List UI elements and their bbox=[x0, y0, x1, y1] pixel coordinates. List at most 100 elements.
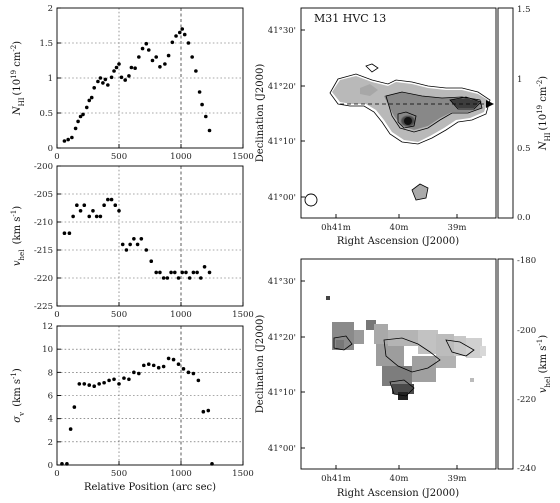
data-point-2-5 bbox=[82, 203, 87, 207]
cb1-tick-0: 1.5 bbox=[517, 5, 531, 15]
data-point-3-31 bbox=[210, 462, 214, 466]
data-point-2-20 bbox=[139, 237, 144, 241]
core-contour-east bbox=[449, 96, 482, 110]
data-point-1-32 bbox=[163, 62, 167, 66]
vel-contour-d bbox=[389, 379, 415, 397]
data-point-3-17 bbox=[142, 363, 146, 368]
data-point-2-36 bbox=[202, 265, 207, 269]
data-point-1-5 bbox=[78, 114, 83, 119]
data-point-3-20 bbox=[156, 365, 161, 370]
data-point-1-30 bbox=[154, 55, 158, 59]
data-point-2-14 bbox=[117, 209, 121, 213]
beam-circle bbox=[304, 193, 318, 207]
map1-ylabel: Declination (J2000) bbox=[255, 64, 266, 163]
data-point-2-17 bbox=[128, 242, 132, 247]
data-point-1-43 bbox=[200, 102, 204, 107]
data-point-2-2 bbox=[71, 214, 75, 219]
ytick-label-1-4: 2 bbox=[48, 4, 53, 14]
data-point-3-13 bbox=[122, 376, 126, 380]
data-point-1-18 bbox=[114, 65, 119, 70]
xtick-label-3-0: 0 bbox=[54, 469, 59, 479]
mid-contour bbox=[385, 91, 483, 133]
data-point-2-7 bbox=[91, 209, 95, 213]
data-point-1-17 bbox=[112, 69, 116, 73]
data-point-1-36 bbox=[177, 30, 182, 35]
data-point-3-14 bbox=[127, 377, 131, 382]
data-point-1-26 bbox=[140, 46, 145, 51]
xtick-label-3-2: 1000 bbox=[170, 469, 192, 479]
data-point-1-9 bbox=[89, 95, 94, 100]
data-point-2-11 bbox=[106, 197, 110, 202]
data-point-1-35 bbox=[174, 34, 178, 38]
data-point-3-7 bbox=[92, 384, 96, 389]
vel-contour-a bbox=[333, 335, 353, 351]
vel-contour-b bbox=[383, 337, 441, 373]
map1-ytick-1: 41°20' bbox=[268, 82, 296, 92]
map2-ytick-1: 41°20' bbox=[268, 333, 296, 343]
data-point-1-25 bbox=[137, 55, 141, 59]
data-point-1-8 bbox=[87, 98, 92, 103]
data-point-1-40 bbox=[190, 55, 194, 59]
data-point-3-25 bbox=[181, 367, 186, 371]
data-point-2-12 bbox=[109, 197, 114, 202]
panel-frame-2 bbox=[56, 165, 244, 307]
data-point-1-0 bbox=[62, 139, 67, 143]
data-point-1-21 bbox=[123, 78, 127, 82]
cb2-tick-0: -180 bbox=[517, 256, 536, 266]
xtick-label-1-2: 1000 bbox=[170, 152, 192, 162]
map2-ytick-0: 41°30' bbox=[268, 277, 296, 287]
outer-contour bbox=[329, 73, 491, 145]
xtick-label-2-2: 1000 bbox=[170, 310, 192, 320]
data-point-2-33 bbox=[191, 270, 196, 275]
map1-xtick-2: 39m bbox=[448, 223, 467, 233]
data-point-3-10 bbox=[107, 378, 111, 383]
data-point-3-21 bbox=[161, 364, 166, 369]
map2-xtick-2: 39m bbox=[448, 474, 467, 484]
map1-ytick-3: 41°00' bbox=[268, 193, 296, 203]
ytick-label-3-2: 4 bbox=[48, 415, 53, 425]
vel-contour-c bbox=[445, 339, 475, 357]
data-point-1-20 bbox=[119, 75, 124, 80]
data-point-3-12 bbox=[117, 382, 121, 386]
small-clump-contour bbox=[411, 183, 429, 201]
ylabel-panel-2: vhel (km s-1) bbox=[10, 206, 26, 266]
data-point-3-3 bbox=[72, 405, 77, 409]
data-point-1-3 bbox=[73, 126, 78, 131]
cloud-clump bbox=[360, 84, 378, 96]
data-point-1-33 bbox=[166, 53, 171, 58]
xtick-label-2-0: 0 bbox=[54, 310, 59, 320]
ytick-label-2-2: -210 bbox=[34, 218, 53, 228]
ytick-label-1-2: 1 bbox=[48, 74, 53, 84]
data-point-2-37 bbox=[207, 270, 212, 275]
map1-xlabel: Right Ascension (J2000) bbox=[337, 236, 459, 247]
cb2-tick-3: -240 bbox=[517, 464, 536, 474]
scatter-panel-3: 0 2 4 6 8 10 12 0 500 1000 1500 σv (km s-1) Relative… bbox=[10, 322, 254, 493]
ytick-label-2-1: -205 bbox=[34, 190, 53, 200]
data-point-3-27 bbox=[191, 371, 196, 376]
data-point-1-22 bbox=[127, 74, 131, 78]
data-point-1-38 bbox=[182, 32, 187, 37]
data-point-1-41 bbox=[194, 69, 198, 73]
ytick-label-2-5: -225 bbox=[34, 302, 53, 312]
data-point-1-27 bbox=[144, 41, 149, 46]
data-point-3-6 bbox=[87, 383, 92, 387]
data-point-2-19 bbox=[135, 242, 140, 247]
data-point-1-29 bbox=[150, 58, 155, 63]
ytick-label-2-0: -200 bbox=[34, 162, 53, 172]
nhi-map-panel: M31 HVC 13 41°30' 41°20' 41°10' 41°00' 0… bbox=[255, 5, 552, 247]
ytick-label-3-3: 6 bbox=[48, 392, 53, 402]
vhel-colorbar bbox=[497, 258, 514, 470]
data-point-2-22 bbox=[149, 259, 154, 264]
data-point-2-4 bbox=[78, 209, 83, 213]
data-point-3-18 bbox=[146, 362, 151, 367]
nhi-map-frame bbox=[300, 7, 497, 219]
map2-xtick-0: 0h41m bbox=[321, 474, 351, 484]
data-point-1-6 bbox=[81, 112, 85, 117]
data-point-1-4 bbox=[76, 119, 80, 124]
data-point-3-19 bbox=[151, 363, 156, 368]
scatter-panel-1: 0 0.5 1 1.5 2 0 500 1000 1500 NHI(1019 cm-2) bbox=[10, 4, 254, 162]
map2-xlabel: Right Ascension (J2000) bbox=[337, 488, 459, 499]
data-point-2-6 bbox=[87, 214, 92, 219]
colorbar-label-vhel: vhel (km s-1) bbox=[536, 335, 552, 393]
